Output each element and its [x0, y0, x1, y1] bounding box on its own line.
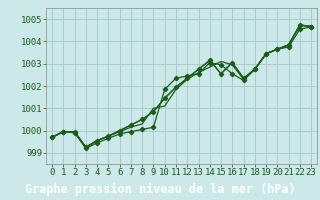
Text: Graphe pression niveau de la mer (hPa): Graphe pression niveau de la mer (hPa) — [25, 183, 295, 196]
